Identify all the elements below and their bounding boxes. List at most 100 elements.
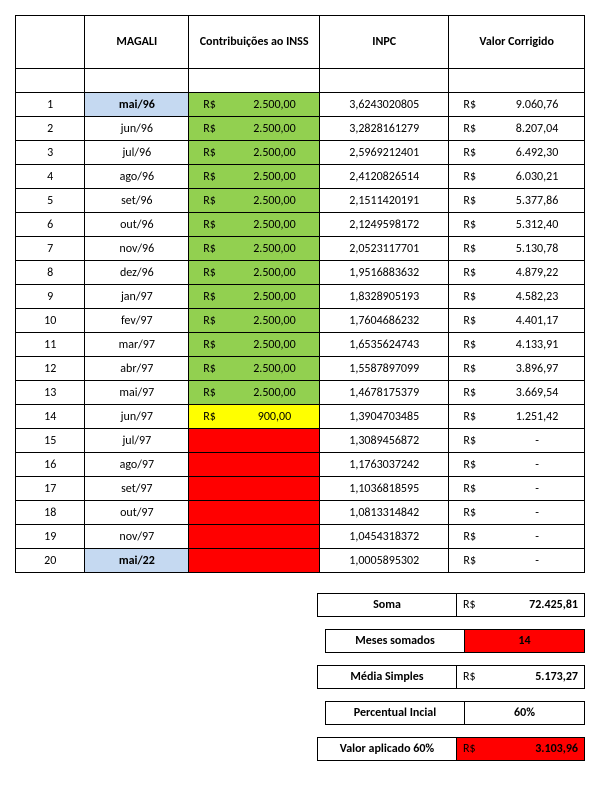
row-contrib-value: 2.500,00 — [230, 333, 320, 357]
row-vc-value: - — [490, 549, 584, 573]
row-vc-currency: R$ — [449, 117, 490, 141]
row-index: 14 — [16, 405, 85, 429]
row-index: 12 — [16, 357, 85, 381]
row-vc-currency: R$ — [449, 237, 490, 261]
row-contrib-value: 2.500,00 — [230, 309, 320, 333]
row-contrib-currency: R$ — [189, 93, 230, 117]
row-inpc: 1,6535624743 — [320, 333, 449, 357]
row-contrib-currency: R$ — [189, 405, 230, 429]
row-inpc: 1,0813314842 — [320, 501, 449, 525]
row-inpc: 1,1763037242 — [320, 453, 449, 477]
row-contrib-value: 2.500,00 — [230, 213, 320, 237]
summary-soma: Soma R$ 72.425,81 — [15, 593, 585, 617]
header-row: MAGALI Contribuições ao INSS INPC Valor … — [16, 16, 585, 69]
table-row: 4ago/96R$2.500,002,4120826514R$6.030,21 — [16, 165, 585, 189]
row-month: out/96 — [85, 213, 189, 237]
soma-value: 72.425,81 — [493, 594, 584, 616]
header-idx — [16, 16, 85, 69]
row-index: 19 — [16, 525, 85, 549]
perc-label: Percentual Incial — [326, 702, 465, 724]
row-month: fev/97 — [85, 309, 189, 333]
row-contrib-currency: R$ — [189, 189, 230, 213]
aplicado-currency: R$ — [457, 738, 493, 760]
summary-meses: Meses somados 14 — [15, 629, 585, 653]
row-month: ago/97 — [85, 453, 189, 477]
row-index: 4 — [16, 165, 85, 189]
row-inpc: 1,0005895302 — [320, 549, 449, 573]
aplicado-value: 3.103,96 — [493, 738, 584, 760]
table-row: 12abr/97R$2.500,001,5587897099R$3.896,97 — [16, 357, 585, 381]
row-contrib — [189, 549, 320, 573]
row-inpc: 2,1249598172 — [320, 213, 449, 237]
row-index: 16 — [16, 453, 85, 477]
row-contrib — [189, 477, 320, 501]
row-contrib-currency: R$ — [189, 237, 230, 261]
row-month: jul/96 — [85, 141, 189, 165]
row-vc-value: 4.879,22 — [490, 261, 584, 285]
row-vc-value: 3.669,54 — [490, 381, 584, 405]
table-row: 6out/96R$2.500,002,1249598172R$5.312,40 — [16, 213, 585, 237]
row-inpc: 2,4120826514 — [320, 165, 449, 189]
row-inpc: 1,3089456872 — [320, 429, 449, 453]
row-inpc: 1,5587897099 — [320, 357, 449, 381]
row-vc-value: 6.492,30 — [490, 141, 584, 165]
row-vc-currency: R$ — [449, 453, 490, 477]
row-contrib-currency: R$ — [189, 117, 230, 141]
row-month: mar/97 — [85, 333, 189, 357]
row-vc-currency: R$ — [449, 333, 490, 357]
row-vc-currency: R$ — [449, 189, 490, 213]
row-month: mai/96 — [85, 93, 189, 117]
row-inpc: 1,0454318372 — [320, 525, 449, 549]
row-vc-currency: R$ — [449, 213, 490, 237]
summary-perc: Percentual Incial 60% — [15, 701, 585, 725]
table-row: 14jun/97R$900,001,3904703485R$1.251,42 — [16, 405, 585, 429]
row-index: 17 — [16, 477, 85, 501]
row-contrib — [189, 501, 320, 525]
row-vc-value: - — [490, 429, 584, 453]
media-label: Média Simples — [318, 666, 457, 688]
row-vc-currency: R$ — [449, 381, 490, 405]
row-index: 18 — [16, 501, 85, 525]
row-inpc: 3,6243020805 — [320, 93, 449, 117]
row-contrib — [189, 429, 320, 453]
header-valor: Valor Corrigido — [449, 16, 585, 69]
row-contrib-currency: R$ — [189, 141, 230, 165]
row-vc-currency: R$ — [449, 93, 490, 117]
header-magali: MAGALI — [85, 16, 189, 69]
row-month: ago/96 — [85, 165, 189, 189]
row-inpc: 1,8328905193 — [320, 285, 449, 309]
row-contrib-currency: R$ — [189, 165, 230, 189]
row-index: 2 — [16, 117, 85, 141]
row-vc-currency: R$ — [449, 141, 490, 165]
row-inpc: 2,1511420191 — [320, 189, 449, 213]
spacer-row — [16, 69, 585, 93]
row-vc-value: 5.312,40 — [490, 213, 584, 237]
row-inpc: 1,3904703485 — [320, 405, 449, 429]
row-vc-currency: R$ — [449, 549, 490, 573]
row-vc-value: - — [490, 501, 584, 525]
row-contrib-value: 2.500,00 — [230, 261, 320, 285]
row-contrib-value: 2.500,00 — [230, 357, 320, 381]
row-month: nov/96 — [85, 237, 189, 261]
row-index: 8 — [16, 261, 85, 285]
table-row: 8dez/96R$2.500,001,9516883632R$4.879,22 — [16, 261, 585, 285]
row-contrib-value: 2.500,00 — [230, 117, 320, 141]
row-index: 6 — [16, 213, 85, 237]
summary-section: Soma R$ 72.425,81 Meses somados 14 Média… — [15, 593, 585, 761]
row-month: jun/97 — [85, 405, 189, 429]
row-index: 7 — [16, 237, 85, 261]
table-row: 2jun/96R$2.500,003,2828161279R$8.207,04 — [16, 117, 585, 141]
table-row: 9jan/97R$2.500,001,8328905193R$4.582,23 — [16, 285, 585, 309]
row-vc-value: 6.030,21 — [490, 165, 584, 189]
row-contrib — [189, 453, 320, 477]
table-row: 19nov/971,0454318372R$- — [16, 525, 585, 549]
row-vc-value: 9.060,76 — [490, 93, 584, 117]
row-index: 10 — [16, 309, 85, 333]
row-contrib-value: 2.500,00 — [230, 189, 320, 213]
row-vc-currency: R$ — [449, 429, 490, 453]
row-index: 15 — [16, 429, 85, 453]
row-inpc: 1,1036818595 — [320, 477, 449, 501]
row-contrib — [189, 525, 320, 549]
media-currency: R$ — [457, 666, 493, 688]
row-index: 11 — [16, 333, 85, 357]
